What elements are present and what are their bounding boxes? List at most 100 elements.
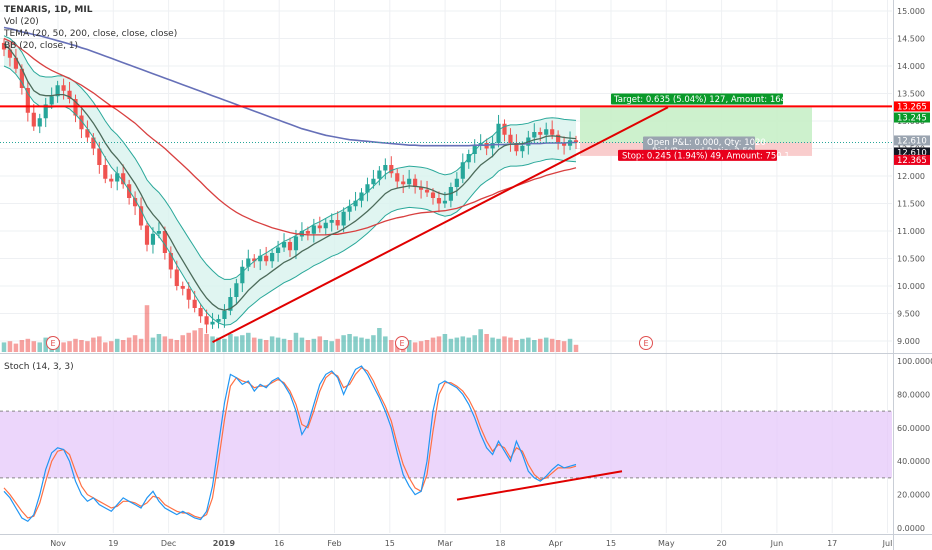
price-axis-tag[interactable]	[894, 154, 930, 165]
stoch-divergence-trendline[interactable]	[456, 470, 623, 501]
candle-body[interactable]	[275, 247, 281, 254]
candle-body[interactable]	[19, 68, 24, 88]
candle-body[interactable]	[91, 137, 96, 149]
candle-body[interactable]	[198, 308, 203, 317]
candle-body[interactable]	[210, 321, 215, 325]
candle-body[interactable]	[430, 192, 436, 199]
candle-body[interactable]	[353, 200, 358, 207]
candle-body[interactable]	[293, 236, 299, 251]
candle-body[interactable]	[413, 178, 418, 187]
candle-body[interactable]	[186, 288, 191, 300]
candle-body[interactable]	[43, 104, 48, 119]
candle-body[interactable]	[544, 129, 549, 135]
candle-body[interactable]	[109, 178, 114, 182]
candle-body[interactable]	[281, 242, 287, 248]
candle-body[interactable]	[162, 231, 167, 253]
price-axis-tag[interactable]	[894, 147, 930, 158]
candle-body[interactable]	[573, 140, 579, 143]
candle-body[interactable]	[335, 220, 340, 226]
candle-body[interactable]	[329, 220, 334, 223]
candle-body[interactable]	[311, 225, 316, 234]
candle-body[interactable]	[454, 178, 459, 187]
candle-body[interactable]	[180, 286, 185, 289]
earnings-marker[interactable]	[46, 336, 60, 350]
price-axis-tag[interactable]	[894, 101, 930, 112]
candle-body[interactable]	[258, 255, 263, 262]
candle-body[interactable]	[204, 316, 209, 325]
candle-body[interactable]	[532, 132, 537, 138]
candle-body[interactable]	[460, 162, 465, 179]
candle-body[interactable]	[561, 143, 567, 146]
candle-body[interactable]	[13, 57, 19, 69]
legend-tema[interactable]: TEMA (20, 50, 200, close, close, close)	[3, 29, 177, 39]
ascending-trendline[interactable]	[212, 106, 669, 343]
candle-body[interactable]	[67, 90, 72, 99]
candle-body[interactable]	[228, 297, 233, 311]
candle-body[interactable]	[514, 143, 519, 152]
candle-body[interactable]	[97, 148, 102, 166]
candle-body[interactable]	[520, 145, 525, 152]
candle-body[interactable]	[174, 269, 179, 287]
candle-body[interactable]	[234, 283, 239, 297]
candle-body[interactable]	[508, 134, 513, 143]
candle-body[interactable]	[341, 211, 346, 226]
candle-body[interactable]	[472, 145, 477, 154]
stop-label-box[interactable]	[618, 149, 777, 161]
price-axis-tag[interactable]	[894, 112, 930, 123]
candle-body[interactable]	[371, 178, 376, 185]
candle-body[interactable]	[25, 88, 30, 113]
price-pane[interactable]: 15.00014.50014.00013.50013.00012.50012.0…	[0, 7, 930, 352]
candle-body[interactable]	[347, 206, 352, 212]
legend-stoch[interactable]: Stoch (14, 3, 3)	[4, 362, 74, 372]
candle-body[interactable]	[305, 231, 310, 234]
price-axis-tag[interactable]	[894, 135, 930, 146]
candle-body[interactable]	[144, 225, 150, 245]
candle-body[interactable]	[246, 258, 251, 267]
candle-body[interactable]	[156, 231, 162, 234]
candle-body[interactable]	[192, 299, 197, 308]
candle-body[interactable]	[264, 255, 269, 262]
candle-body[interactable]	[222, 310, 227, 319]
candle-body[interactable]	[61, 85, 66, 91]
candle-body[interactable]	[490, 143, 495, 149]
candle-body[interactable]	[377, 170, 382, 179]
candle-body[interactable]	[55, 85, 60, 97]
candle-body[interactable]	[115, 173, 120, 182]
candle-body[interactable]	[85, 129, 90, 138]
candle-body[interactable]	[496, 123, 501, 143]
candle-body[interactable]	[49, 96, 54, 105]
earnings-marker[interactable]	[395, 336, 409, 350]
legend-bb[interactable]: BB (20, close, 1)	[4, 41, 78, 51]
candle-body[interactable]	[436, 198, 442, 204]
candle-body[interactable]	[132, 198, 138, 207]
candle-body[interactable]	[323, 222, 328, 229]
candle-body[interactable]	[103, 165, 108, 179]
candle-body[interactable]	[7, 49, 13, 58]
candle-body[interactable]	[252, 258, 257, 262]
candle-body[interactable]	[138, 206, 144, 226]
candle-body[interactable]	[550, 129, 555, 135]
candle-body[interactable]	[121, 173, 126, 185]
target-label-box[interactable]	[611, 93, 783, 105]
candle-body[interactable]	[407, 178, 412, 185]
candle-body[interactable]	[37, 118, 42, 127]
candle-body[interactable]	[287, 242, 293, 251]
candle-body[interactable]	[556, 134, 561, 143]
candle-body[interactable]	[240, 266, 245, 284]
candle-body[interactable]	[538, 132, 543, 135]
candle-body[interactable]	[79, 115, 84, 130]
legend-vol[interactable]: Vol (20)	[4, 17, 39, 27]
candle-body[interactable]	[31, 112, 36, 127]
candle-body[interactable]	[442, 200, 448, 204]
candle-body[interactable]	[150, 233, 156, 245]
candle-body[interactable]	[395, 173, 400, 182]
candle-body[interactable]	[168, 253, 173, 270]
earnings-marker[interactable]	[639, 336, 653, 350]
candle-body[interactable]	[216, 319, 221, 322]
candle-body[interactable]	[418, 187, 424, 190]
candle-body[interactable]	[389, 165, 394, 174]
candle-body[interactable]	[401, 181, 406, 185]
candle-body[interactable]	[365, 184, 370, 193]
candle-body[interactable]	[1, 42, 7, 50]
symbol-title[interactable]: TENARIS, 1D, MIL	[4, 5, 93, 15]
